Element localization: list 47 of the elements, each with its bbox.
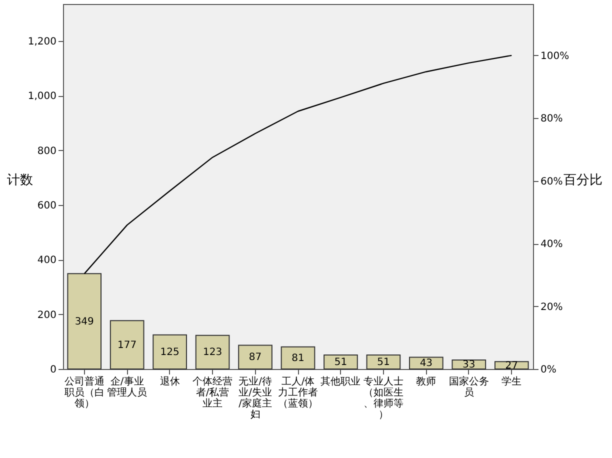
bar [238, 344, 272, 370]
y-tick-label: 0 [50, 364, 56, 376]
bar [67, 273, 102, 370]
y2-tick-label: 80% [540, 114, 563, 125]
bar [280, 346, 316, 370]
y-tick-label: 1,200 [28, 36, 56, 48]
y-tick-label: 800 [37, 146, 56, 157]
x-tick-label: 工人/体力工作者（蓝领） [278, 376, 318, 410]
bar [366, 354, 401, 370]
y2-tick-label: 0% [540, 364, 556, 376]
y2-tick-label: 100% [540, 50, 570, 62]
data-label: 51 [334, 357, 348, 368]
line-series [84, 54, 512, 274]
bar [195, 334, 230, 370]
bar [110, 320, 144, 370]
data-label: 81 [292, 352, 304, 364]
y-tick-label: 600 [37, 200, 56, 212]
x-tick-label: 企/事业管理人员 [107, 376, 148, 398]
x-tick-label: 无业/待业/失业/家庭主妇 [238, 376, 272, 420]
y2-tick-label: 20% [540, 302, 563, 313]
y2-axis-title: 百分比 [564, 173, 603, 188]
x-tick-label: 教师 [416, 376, 436, 388]
y-tick-label: 1,000 [28, 91, 56, 102]
data-label: 87 [248, 352, 262, 364]
x-tick-label: 学生 [502, 376, 522, 388]
bar [409, 356, 444, 370]
data-label: 177 [118, 340, 137, 351]
x-tick-label: 个体经营者/私营业主 [192, 376, 233, 410]
data-label: 123 [203, 347, 222, 358]
y2-tick-label: 60% [540, 176, 563, 188]
bar [152, 334, 187, 370]
x-tick-label: 国家公务员 [448, 376, 489, 398]
x-tick-label: 退休 [160, 376, 180, 388]
x-tick-label: 公司普通职员（白领） [64, 376, 104, 410]
data-label: 51 [377, 357, 390, 368]
x-tick-label: 其他职业 [320, 376, 361, 388]
y-tick-label: 400 [37, 255, 56, 266]
x-tick-label: 专业人士（如医生、律师等） [363, 376, 404, 420]
data-label: 27 [505, 360, 518, 372]
data-label: 43 [420, 358, 433, 370]
bar [324, 354, 358, 370]
y2-tick-label: 40% [540, 239, 563, 250]
data-label: 33 [462, 359, 476, 370]
data-label: 125 [160, 346, 180, 358]
y-axis-title: 计数 [6, 173, 33, 188]
y-tick-label: 200 [37, 310, 56, 321]
data-label: 349 [74, 316, 94, 328]
